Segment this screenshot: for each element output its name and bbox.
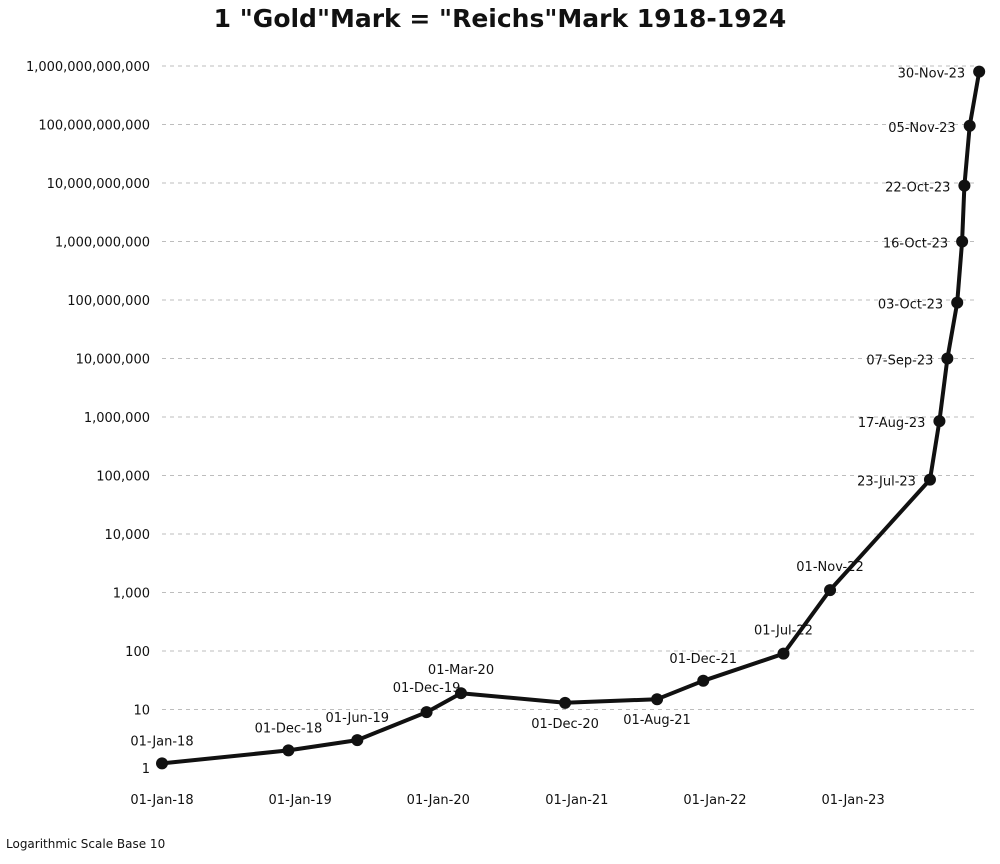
data-label: 07-Sep-23 bbox=[866, 354, 933, 369]
data-label: 22-Oct-23 bbox=[885, 181, 950, 196]
data-label: 05-Nov-23 bbox=[888, 121, 956, 136]
data-point-23-Jul-23 bbox=[923, 473, 936, 486]
data-point-03-Oct-23 bbox=[951, 296, 964, 309]
y-tick-label: 1 bbox=[142, 762, 150, 777]
y-tick-label: 1,000 bbox=[113, 587, 150, 602]
y-tick-label: 1,000,000,000 bbox=[55, 236, 150, 251]
y-tick-label: 10,000,000 bbox=[76, 353, 150, 368]
data-label: 30-Nov-23 bbox=[898, 67, 966, 82]
data-point-22-Oct-23 bbox=[958, 179, 971, 192]
data-point-01-Nov-22 bbox=[824, 584, 837, 597]
data-label: 01-Jul-22 bbox=[754, 624, 813, 639]
y-tick-label: 100 bbox=[125, 645, 150, 660]
data-point-01-Aug-21 bbox=[651, 693, 664, 706]
y-tick-label: 10 bbox=[133, 704, 150, 719]
data-label: 01-Dec-20 bbox=[531, 717, 599, 732]
data-label: 01-Nov-22 bbox=[796, 560, 864, 575]
data-label: 01-Dec-18 bbox=[255, 721, 323, 736]
footnote: Logarithmic Scale Base 10 bbox=[6, 837, 166, 851]
y-tick-label: 1,000,000 bbox=[84, 411, 150, 426]
data-label: 03-Oct-23 bbox=[878, 298, 943, 313]
x-axis-ticks: 01-Jan-18 01-Jan-19 01-Jan-20 01-Jan-21 01-J… bbox=[130, 793, 884, 808]
data-label: 01-Jan-18 bbox=[130, 734, 193, 749]
data-point-01-Dec-21 bbox=[697, 674, 710, 687]
x-tick-label: 01-Jan-21 bbox=[545, 793, 608, 808]
data-label: 17-Aug-23 bbox=[858, 416, 926, 431]
y-tick-label: 100,000,000,000 bbox=[38, 119, 150, 134]
data-point-01-Jul-22 bbox=[777, 647, 790, 660]
x-tick-label: 01-Jan-20 bbox=[407, 793, 470, 808]
y-axis-ticks: 1 10 100 1,000 10,000 100,000 1,000,000 10,000,… bbox=[26, 60, 150, 777]
data-label: 01-Dec-21 bbox=[669, 652, 737, 667]
data-label: 01-Aug-21 bbox=[623, 713, 691, 728]
data-label: 16-Oct-23 bbox=[883, 237, 948, 252]
data-label: 01-Dec-19 bbox=[393, 681, 461, 696]
data-point-01-Jun-19 bbox=[351, 734, 364, 747]
y-tick-label: 100,000,000 bbox=[67, 294, 150, 309]
x-tick-label: 01-Jan-19 bbox=[269, 793, 332, 808]
y-tick-label: 10,000 bbox=[105, 528, 151, 543]
data-points bbox=[156, 65, 986, 770]
y-tick-label: 10,000,000,000 bbox=[47, 177, 150, 192]
data-label: 23-Jul-23 bbox=[857, 475, 916, 490]
gridlines bbox=[162, 65, 975, 710]
x-tick-label: 01-Jan-23 bbox=[822, 793, 885, 808]
y-tick-label: 100,000 bbox=[96, 470, 150, 485]
data-point-30-Nov-23 bbox=[973, 65, 986, 78]
data-label: 01-Mar-20 bbox=[428, 663, 494, 678]
x-tick-label: 01-Jan-22 bbox=[683, 793, 746, 808]
series-polyline bbox=[160, 69, 982, 766]
data-point-01-Jan-18 bbox=[156, 757, 168, 770]
y-tick-label: 1,000,000,000,000 bbox=[26, 60, 150, 75]
data-point-16-Oct-23 bbox=[956, 235, 969, 248]
chart-title: 1 "Gold"Mark = "Reichs"Mark 1918-1924 bbox=[213, 4, 787, 33]
data-point-07-Sep-23 bbox=[941, 352, 954, 365]
data-point-01-Dec-20 bbox=[559, 696, 572, 709]
data-label: 01-Jun-19 bbox=[326, 711, 390, 726]
data-point-01-Dec-18 bbox=[282, 744, 295, 757]
data-point-01-Dec-19 bbox=[420, 706, 433, 719]
data-point-05-Nov-23 bbox=[963, 119, 976, 132]
data-point-01-Mar-20 bbox=[455, 687, 468, 700]
x-tick-label: 01-Jan-18 bbox=[130, 793, 193, 808]
series-line bbox=[160, 69, 982, 766]
data-point-17-Aug-23 bbox=[933, 415, 946, 428]
